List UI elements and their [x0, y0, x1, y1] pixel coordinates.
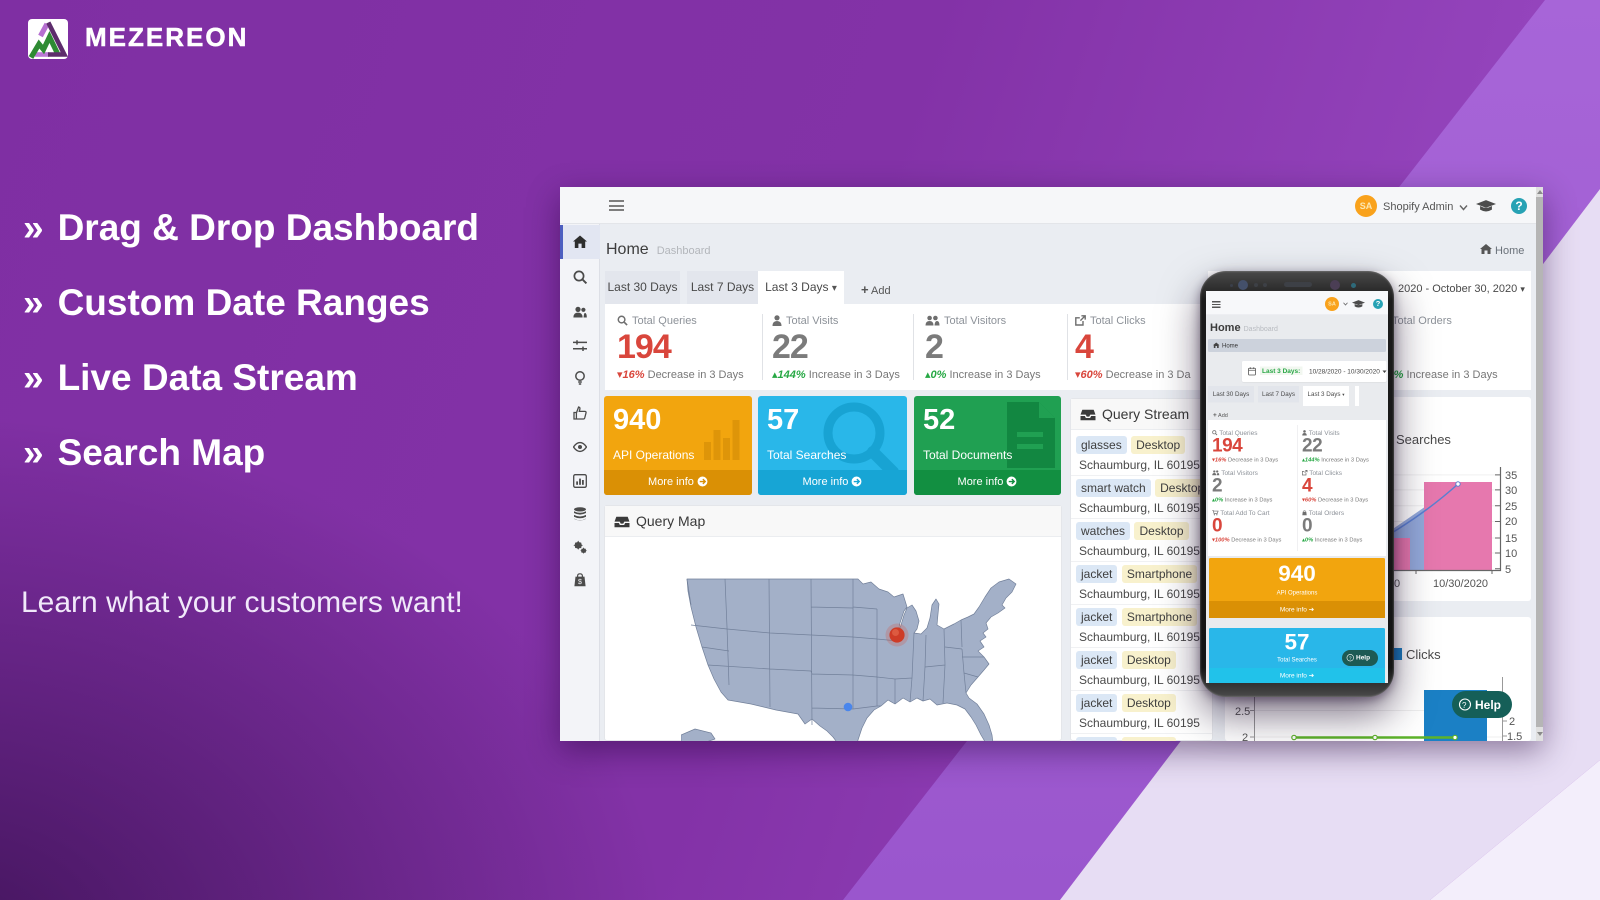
svg-text:$: $ — [578, 579, 582, 586]
svg-text:20: 20 — [1505, 516, 1517, 528]
svg-text:2: 2 — [1509, 716, 1515, 728]
svg-text:Clicks: Clicks — [1406, 647, 1441, 662]
svg-text:5: 5 — [1505, 564, 1511, 576]
svg-text:2: 2 — [1242, 732, 1248, 741]
svg-text:35: 35 — [1505, 470, 1517, 482]
svg-text:2.5: 2.5 — [1235, 706, 1250, 718]
svg-text:30: 30 — [1505, 485, 1517, 497]
svg-text:0: 0 — [1394, 578, 1400, 590]
svg-text:?: ? — [1462, 701, 1467, 710]
svg-text:Help: Help — [1475, 698, 1501, 712]
svg-text:15: 15 — [1505, 533, 1517, 545]
svg-text:Searches: Searches — [1396, 432, 1451, 447]
svg-text:?: ? — [1349, 656, 1352, 662]
svg-text:10: 10 — [1505, 548, 1517, 560]
svg-text:10/30/2020: 10/30/2020 — [1433, 578, 1488, 590]
svg-text:25: 25 — [1505, 501, 1517, 513]
svg-text:1.5: 1.5 — [1507, 731, 1522, 741]
